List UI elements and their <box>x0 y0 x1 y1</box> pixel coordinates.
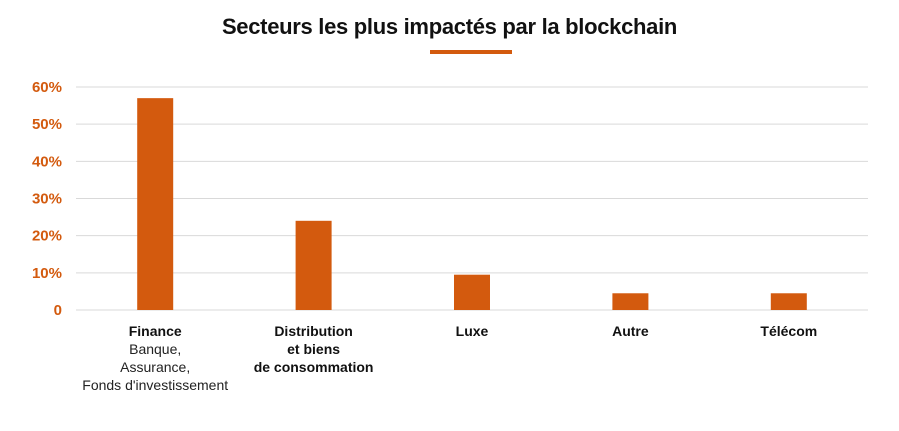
y-tick-label: 50% <box>32 116 62 133</box>
y-tick-label: 0 <box>54 302 62 319</box>
y-tick-label: 40% <box>32 153 62 170</box>
x-category-label: de consommation <box>254 359 374 375</box>
bar <box>295 220 332 310</box>
x-category-label: Télécom <box>760 323 817 339</box>
x-category-label: Autre <box>612 323 649 339</box>
x-category-label: Luxe <box>456 323 489 339</box>
y-tick-label: 10% <box>32 265 62 282</box>
x-category-label: Finance <box>129 323 182 339</box>
x-category-label: Distribution <box>274 323 353 339</box>
bar <box>454 274 490 310</box>
title-underline <box>430 50 512 54</box>
bar <box>770 293 807 310</box>
y-tick-label: 20% <box>32 228 62 245</box>
x-category-label: Banque, <box>129 341 181 357</box>
x-category-label: Assurance, <box>120 359 190 375</box>
x-category-label: et biens <box>287 341 340 357</box>
bar <box>137 98 174 311</box>
bar <box>612 293 649 310</box>
chart-title: Secteurs les plus impactés par la blockc… <box>221 14 678 39</box>
x-category-label: Fonds d'investissement <box>82 377 228 393</box>
y-tick-label: 30% <box>32 191 62 208</box>
y-tick-label: 60% <box>32 79 62 96</box>
